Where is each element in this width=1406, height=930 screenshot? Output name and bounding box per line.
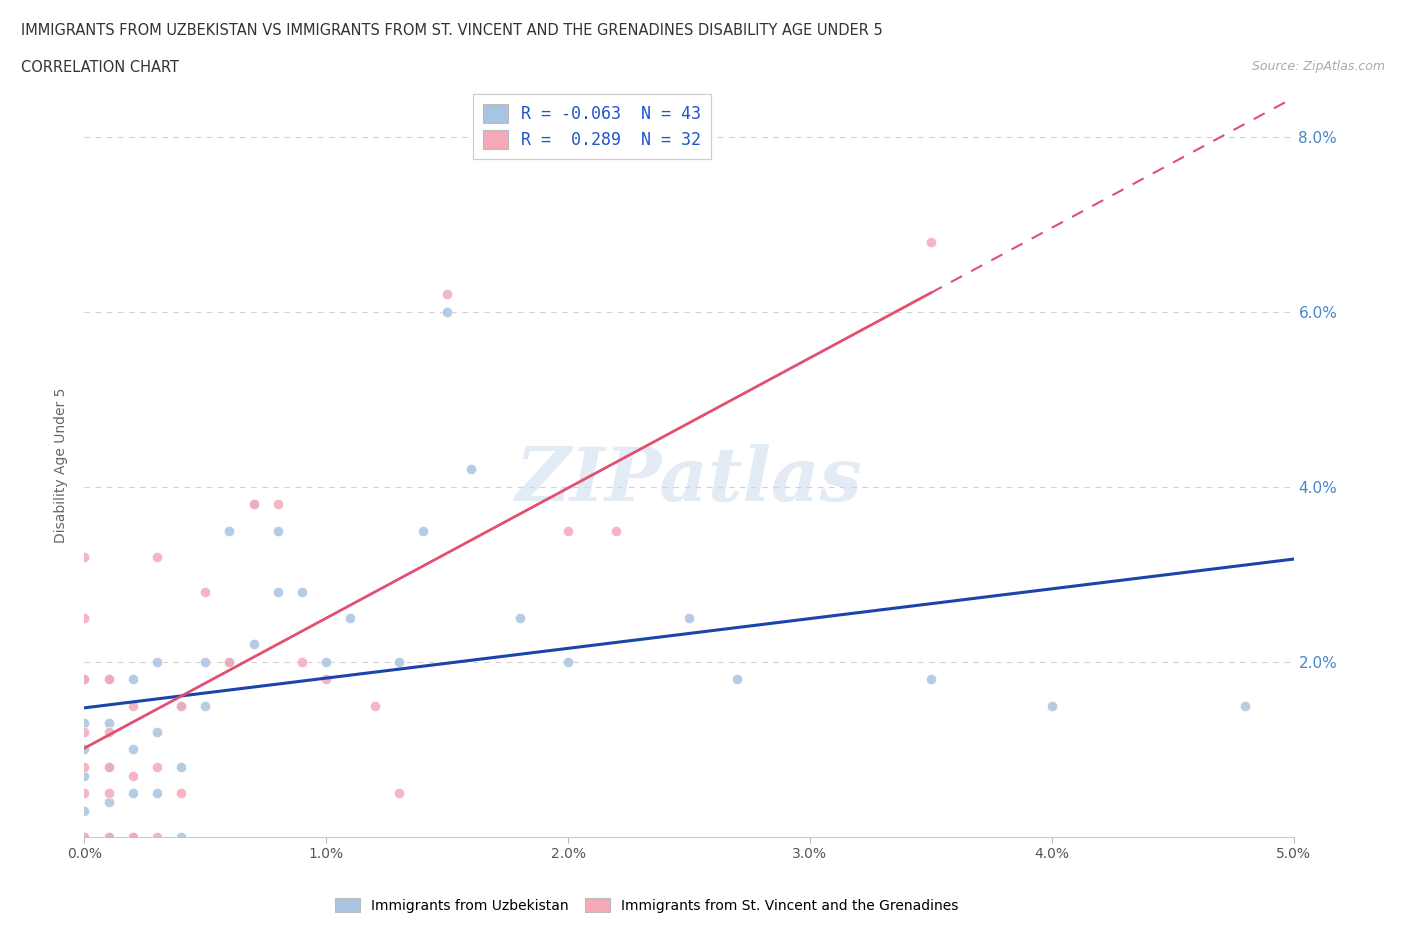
Point [1234, 698, 1257, 713]
Point [242, 497, 264, 512]
Y-axis label: Disability Age Under 5: Disability Age Under 5 [55, 387, 69, 543]
Point [363, 698, 385, 713]
Point [121, 830, 143, 844]
Point [218, 524, 240, 538]
Point [73, 768, 96, 783]
Point [267, 497, 290, 512]
Point [218, 655, 240, 670]
Point [291, 584, 314, 599]
Point [557, 524, 579, 538]
Point [121, 742, 143, 757]
Point [97, 672, 120, 687]
Point [73, 672, 96, 687]
Point [73, 716, 96, 731]
Point [73, 742, 96, 757]
Point [146, 760, 169, 775]
Point [97, 760, 120, 775]
Point [267, 524, 290, 538]
Point [97, 760, 120, 775]
Point [97, 830, 120, 844]
Point [121, 768, 143, 783]
Point [73, 786, 96, 801]
Point [242, 497, 264, 512]
Point [194, 655, 217, 670]
Point [146, 724, 169, 739]
Point [388, 786, 411, 801]
Point [194, 584, 217, 599]
Point [170, 830, 193, 844]
Text: CORRELATION CHART: CORRELATION CHART [21, 60, 179, 75]
Point [146, 830, 169, 844]
Point [97, 672, 120, 687]
Point [121, 786, 143, 801]
Point [412, 524, 434, 538]
Point [73, 830, 96, 844]
Point [170, 698, 193, 713]
Point [97, 716, 120, 731]
Point [460, 462, 482, 477]
Point [315, 655, 337, 670]
Point [146, 786, 169, 801]
Point [291, 655, 314, 670]
Point [97, 786, 120, 801]
Point [920, 234, 942, 249]
Point [436, 286, 458, 301]
Point [388, 655, 411, 670]
Point [557, 655, 579, 670]
Point [509, 611, 531, 626]
Point [315, 672, 337, 687]
Text: ZIPatlas: ZIPatlas [516, 444, 862, 516]
Point [725, 672, 748, 687]
Point [73, 804, 96, 818]
Point [73, 760, 96, 775]
Point [73, 724, 96, 739]
Point [339, 611, 361, 626]
Point [920, 672, 942, 687]
Point [242, 637, 264, 652]
Point [146, 550, 169, 565]
Text: Source: ZipAtlas.com: Source: ZipAtlas.com [1251, 60, 1385, 73]
Point [73, 672, 96, 687]
Point [97, 724, 120, 739]
Point [121, 672, 143, 687]
Point [146, 655, 169, 670]
Point [73, 550, 96, 565]
Point [73, 830, 96, 844]
Legend: R = -0.063  N = 43, R =  0.289  N = 32: R = -0.063 N = 43, R = 0.289 N = 32 [472, 94, 711, 159]
Point [73, 611, 96, 626]
Point [170, 698, 193, 713]
Point [678, 611, 700, 626]
Point [97, 830, 120, 844]
Point [170, 786, 193, 801]
Point [267, 584, 290, 599]
Point [194, 698, 217, 713]
Point [170, 760, 193, 775]
Text: IMMIGRANTS FROM UZBEKISTAN VS IMMIGRANTS FROM ST. VINCENT AND THE GRENADINES DIS: IMMIGRANTS FROM UZBEKISTAN VS IMMIGRANTS… [21, 23, 883, 38]
Point [121, 830, 143, 844]
Point [605, 524, 627, 538]
Point [121, 698, 143, 713]
Legend: Immigrants from Uzbekistan, Immigrants from St. Vincent and the Grenadines: Immigrants from Uzbekistan, Immigrants f… [329, 893, 965, 919]
Point [218, 655, 240, 670]
Point [97, 794, 120, 809]
Point [1040, 698, 1063, 713]
Point [436, 304, 458, 319]
